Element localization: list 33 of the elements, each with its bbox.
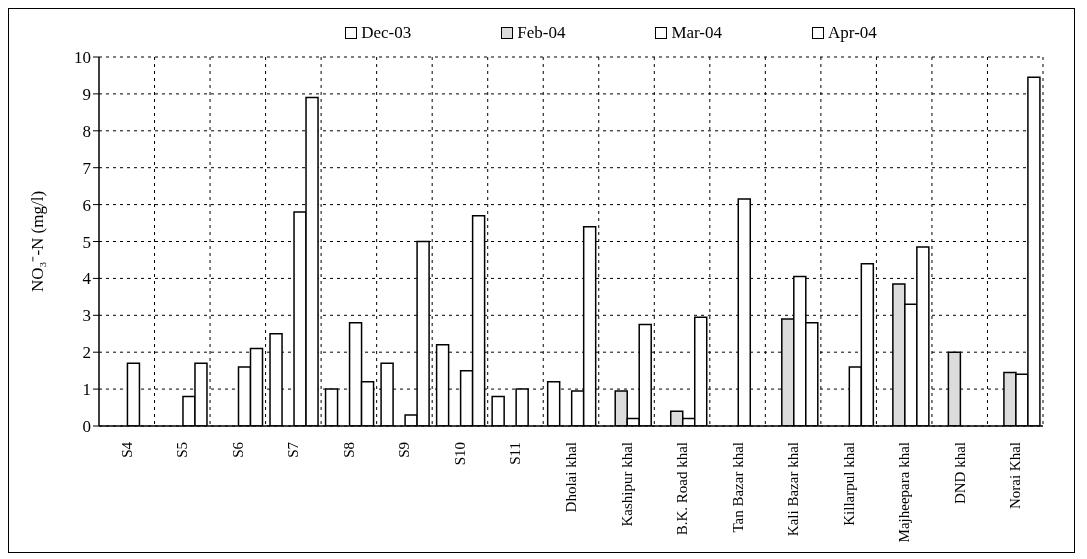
- x-tick-label: Killarpul khal: [840, 442, 857, 526]
- x-tick-label: S9: [396, 442, 413, 458]
- y-tick-label: 8: [82, 121, 91, 141]
- legend-label: Apr-04: [827, 23, 877, 43]
- x-tick-label: Dholai khal: [563, 442, 579, 513]
- x-tick-label: S8: [340, 442, 357, 458]
- legend-label: Dec-03: [360, 23, 412, 43]
- x-tick-label: Norai Khal: [1007, 442, 1024, 510]
- y-tick-label: 9: [82, 84, 91, 104]
- x-tick-label: S5: [174, 442, 191, 458]
- y-tick-label: 5: [82, 232, 91, 252]
- x-tick-label: Majheepara khal: [896, 442, 913, 543]
- x-tick-label: B.K. Road khal: [674, 442, 691, 536]
- x-tick-label: DND khal: [951, 442, 968, 505]
- y-tick-label: 7: [82, 158, 92, 178]
- x-tick-label: Kashipur khal: [618, 442, 635, 527]
- x-tick-label: Tan Bazar khal: [729, 442, 746, 533]
- y-tick-label: 10: [74, 48, 91, 68]
- x-tick-label: S6: [229, 441, 246, 458]
- y-tick-label: 2: [82, 343, 91, 363]
- y-tick-label: 6: [82, 195, 91, 215]
- y-tick-label: 4: [82, 269, 92, 289]
- x-tick-label: S11: [507, 442, 524, 465]
- x-tick-label: S4: [118, 441, 135, 458]
- y-tick-label: 1: [82, 380, 91, 400]
- legend-label: Feb-04: [516, 23, 566, 43]
- legend-label: Mar-04: [670, 23, 723, 43]
- y-axis-title: NO₃⁻-N (mg/l): [28, 190, 48, 293]
- x-tick-label: S7: [285, 441, 302, 458]
- x-tick-label: Kali Bazar khal: [785, 442, 802, 537]
- y-tick-label: 0: [82, 417, 91, 437]
- y-tick-label: 3: [82, 306, 91, 326]
- x-tick-label: S10: [451, 442, 468, 466]
